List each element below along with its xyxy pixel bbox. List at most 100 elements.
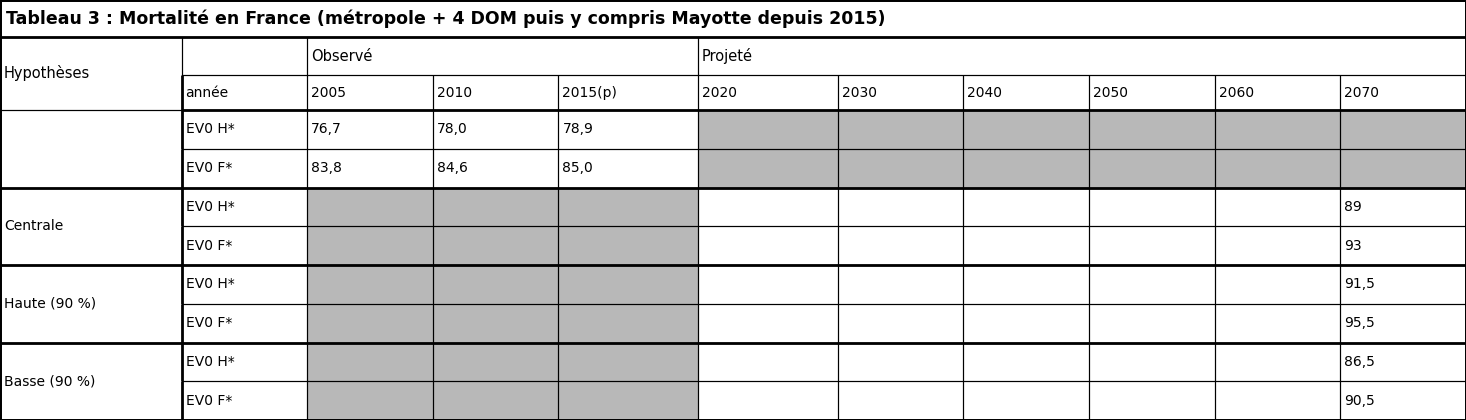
Bar bbox=[182, 304, 308, 343]
Bar bbox=[559, 304, 698, 343]
Text: 83,8: 83,8 bbox=[311, 161, 342, 175]
Bar bbox=[1340, 188, 1466, 226]
Text: 76,7: 76,7 bbox=[311, 123, 342, 136]
Bar bbox=[182, 76, 308, 110]
Text: Tableau 3 : Mortalité en France (métropole + 4 DOM puis y compris Mayotte depuis: Tableau 3 : Mortalité en France (métropo… bbox=[6, 9, 885, 28]
Bar bbox=[182, 37, 308, 76]
Bar bbox=[963, 149, 1089, 188]
Bar bbox=[963, 265, 1089, 304]
Bar bbox=[1215, 381, 1340, 420]
Bar bbox=[308, 265, 432, 304]
Bar bbox=[1340, 343, 1466, 381]
Text: Basse (90 %): Basse (90 %) bbox=[4, 374, 95, 388]
Bar bbox=[432, 381, 559, 420]
Bar bbox=[0, 188, 182, 265]
Text: Projeté: Projeté bbox=[702, 48, 754, 64]
Bar bbox=[1215, 343, 1340, 381]
Bar bbox=[0, 343, 182, 420]
Bar bbox=[308, 226, 432, 265]
Text: 89: 89 bbox=[1344, 200, 1362, 214]
Bar bbox=[1089, 343, 1215, 381]
Text: 78,9: 78,9 bbox=[563, 123, 594, 136]
Text: EV0 H*: EV0 H* bbox=[186, 123, 235, 136]
Bar bbox=[308, 37, 698, 76]
Bar bbox=[182, 110, 308, 149]
Text: Haute (90 %): Haute (90 %) bbox=[4, 297, 97, 311]
Bar bbox=[308, 110, 432, 149]
Bar bbox=[182, 226, 308, 265]
Bar bbox=[308, 188, 432, 226]
Bar bbox=[432, 149, 559, 188]
Bar bbox=[837, 76, 963, 110]
Bar bbox=[432, 265, 559, 304]
Bar bbox=[837, 343, 963, 381]
Bar bbox=[1340, 265, 1466, 304]
Text: 2040: 2040 bbox=[968, 86, 1003, 100]
Text: 2015(p): 2015(p) bbox=[563, 86, 617, 100]
Bar bbox=[963, 304, 1089, 343]
Bar bbox=[432, 304, 559, 343]
Text: 2060: 2060 bbox=[1218, 86, 1253, 100]
Text: Hypothèses: Hypothèses bbox=[4, 66, 91, 81]
Bar bbox=[308, 304, 432, 343]
Text: 2070: 2070 bbox=[1344, 86, 1380, 100]
Text: année: année bbox=[186, 86, 229, 100]
Bar bbox=[963, 188, 1089, 226]
Bar bbox=[182, 149, 308, 188]
Bar bbox=[1089, 76, 1215, 110]
Text: 2050: 2050 bbox=[1094, 86, 1127, 100]
Text: EV0 H*: EV0 H* bbox=[186, 278, 235, 291]
Text: 2010: 2010 bbox=[437, 86, 472, 100]
Text: 2030: 2030 bbox=[841, 86, 877, 100]
Bar bbox=[1089, 110, 1215, 149]
Bar bbox=[963, 110, 1089, 149]
Text: EV0 F*: EV0 F* bbox=[186, 316, 232, 330]
Bar bbox=[1215, 188, 1340, 226]
Bar bbox=[698, 343, 837, 381]
Bar bbox=[182, 265, 308, 304]
Bar bbox=[1340, 110, 1466, 149]
Bar bbox=[1089, 226, 1215, 265]
Bar bbox=[559, 149, 698, 188]
Bar bbox=[559, 381, 698, 420]
Bar bbox=[182, 381, 308, 420]
Bar bbox=[837, 188, 963, 226]
Bar bbox=[432, 226, 559, 265]
Bar bbox=[308, 343, 432, 381]
Bar bbox=[1215, 265, 1340, 304]
Bar bbox=[837, 381, 963, 420]
Text: 86,5: 86,5 bbox=[1344, 355, 1375, 369]
Bar bbox=[432, 110, 559, 149]
Bar bbox=[559, 265, 698, 304]
Text: 91,5: 91,5 bbox=[1344, 278, 1375, 291]
Text: 78,0: 78,0 bbox=[437, 123, 468, 136]
Text: 2020: 2020 bbox=[702, 86, 737, 100]
Bar bbox=[559, 188, 698, 226]
Text: EV0 H*: EV0 H* bbox=[186, 200, 235, 214]
Bar bbox=[1215, 149, 1340, 188]
Bar bbox=[1340, 76, 1466, 110]
Bar bbox=[1340, 381, 1466, 420]
Bar bbox=[559, 110, 698, 149]
Bar bbox=[1215, 304, 1340, 343]
Bar bbox=[1089, 304, 1215, 343]
Bar bbox=[1089, 265, 1215, 304]
Bar bbox=[1215, 110, 1340, 149]
Bar bbox=[0, 37, 182, 110]
Bar bbox=[559, 343, 698, 381]
Bar bbox=[182, 343, 308, 381]
Bar bbox=[698, 265, 837, 304]
Bar bbox=[698, 304, 837, 343]
Bar bbox=[698, 149, 837, 188]
Bar bbox=[1089, 188, 1215, 226]
Bar bbox=[837, 265, 963, 304]
Bar bbox=[432, 188, 559, 226]
Bar bbox=[0, 265, 182, 343]
Bar bbox=[308, 149, 432, 188]
Bar bbox=[1215, 76, 1340, 110]
Bar bbox=[698, 110, 837, 149]
Bar bbox=[1089, 381, 1215, 420]
Text: Centrale: Centrale bbox=[4, 219, 63, 234]
Bar bbox=[963, 381, 1089, 420]
Bar bbox=[308, 76, 432, 110]
